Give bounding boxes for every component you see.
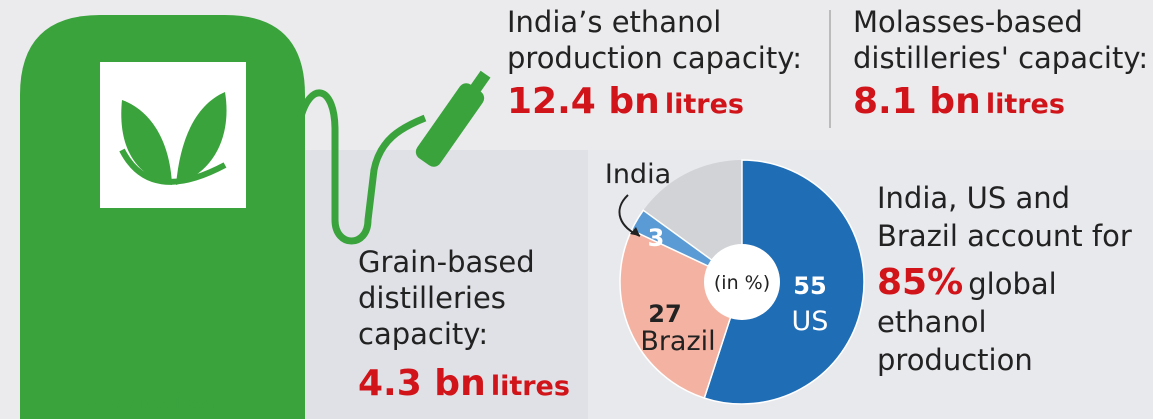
highlight: 85% [877,262,963,303]
label-line: production capacity: [507,41,802,75]
label-line: India, US and [877,181,1070,215]
label-line: distilleries [358,281,506,315]
segment-value: 55 [793,272,826,300]
watermark: www.civilsdaily.com [75,397,222,412]
label-line: production [877,343,1033,377]
infographic: www.civilsdaily.com India’s ethanol prod… [0,0,1153,419]
label-line: Grain-based [358,245,535,279]
amount: 4.3 bn [358,363,486,404]
amount: 8.1 bn [853,81,981,122]
label-line: India’s ethanol [507,5,721,39]
page: www.civilsdaily.com India’s ethanol prod… [0,0,1153,419]
label-line: Molasses-based [853,5,1083,39]
unit: litres [665,89,744,120]
unit: litres [986,89,1065,120]
segment-name: Brazil [640,326,715,357]
amount: 12.4 bn [507,81,660,122]
logo-box [100,62,246,208]
unit: litres [491,371,570,402]
segment-value: 27 [648,300,681,328]
label-line: ethanol [877,305,987,339]
segment-value: 3 [648,224,665,252]
segment-name: India [605,159,671,190]
label-line: distilleries' capacity: [853,41,1148,75]
label-line: capacity: [358,317,488,351]
segment-name: US [792,306,829,337]
after: global [968,267,1056,301]
donut-note: (in %) [714,272,770,294]
label-line: Brazil account for [877,219,1132,253]
